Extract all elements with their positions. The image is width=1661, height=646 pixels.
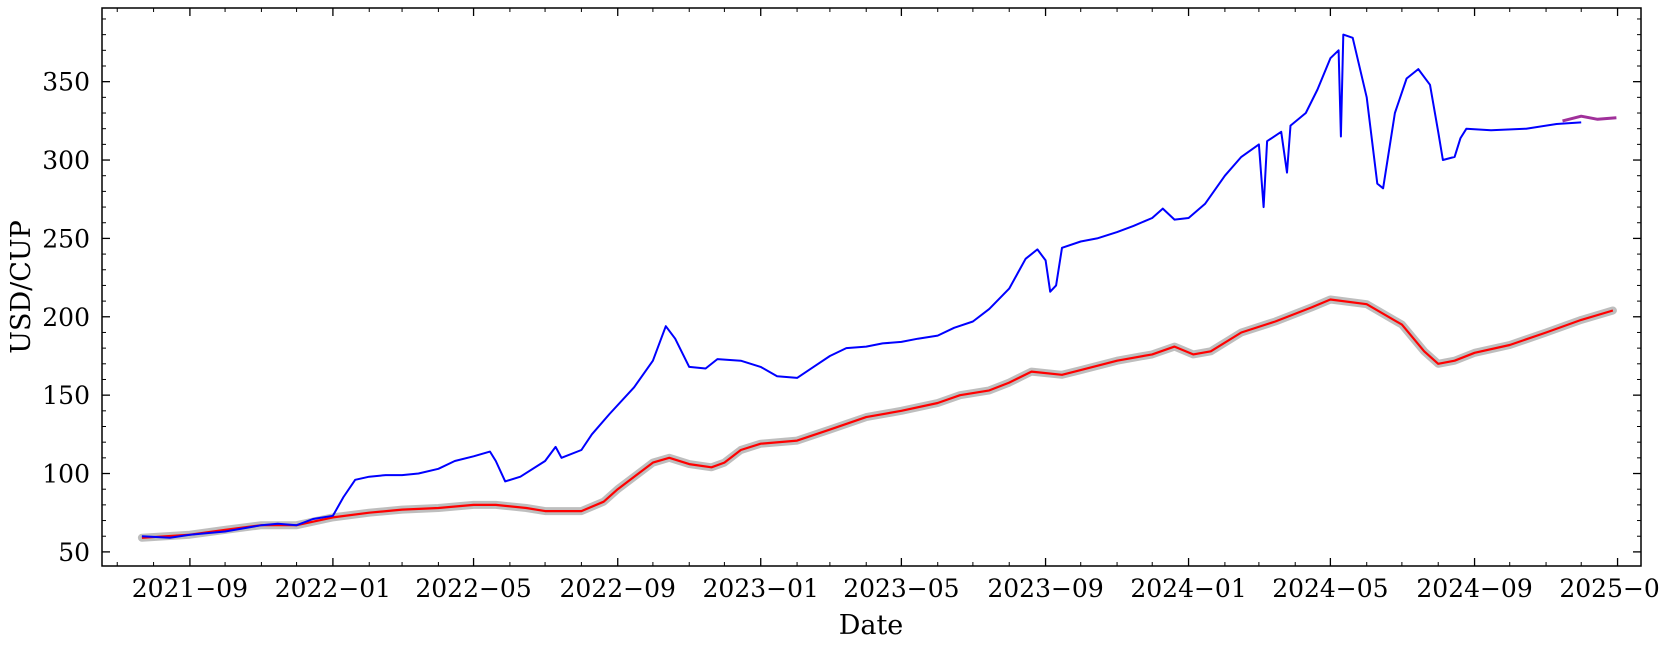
x-tick-label: 2023−05	[843, 574, 959, 603]
fitted-uncertainty-band	[137, 295, 1617, 542]
fitted-line	[141, 298, 1614, 539]
x-tick-label: 2023−01	[703, 574, 819, 603]
x-axis-label: Date	[839, 610, 904, 641]
x-tick-label: 2022−09	[560, 574, 676, 603]
x-tick-label: 2023−09	[987, 574, 1103, 603]
x-tick-label: 2025−01	[1559, 574, 1661, 603]
y-tick-label: 50	[58, 538, 90, 567]
x-tick-label: 2021−09	[132, 574, 248, 603]
x-tick-label: 2022−05	[415, 574, 531, 603]
observed-line	[141, 33, 1582, 539]
x-axis: 2021−09 2022−01 2022−05 2022−09 2023−01 2023−…	[116, 8, 1661, 603]
x-tick-label: 2024−05	[1272, 574, 1388, 603]
y-tick-label: 350	[42, 68, 90, 97]
y-tick-label: 300	[42, 146, 90, 175]
plot-area	[101, 7, 1642, 567]
y-tick-label: 200	[42, 303, 90, 332]
y-axis: 50 100 150 200 250 300 350	[42, 18, 1641, 567]
y-tick-label: 250	[42, 224, 90, 253]
series-layer	[137, 33, 1617, 542]
forecast-line	[1562, 114, 1617, 123]
x-tick-label: 2024−09	[1416, 574, 1532, 603]
x-tick-label: 2022−01	[275, 574, 391, 603]
y-tick-label: 150	[42, 381, 90, 410]
x-tick-label: 2024−01	[1130, 574, 1246, 603]
plot-frame	[101, 7, 1642, 567]
y-tick-label: 100	[42, 460, 90, 489]
y-axis-label: USD/CUP	[6, 220, 37, 354]
